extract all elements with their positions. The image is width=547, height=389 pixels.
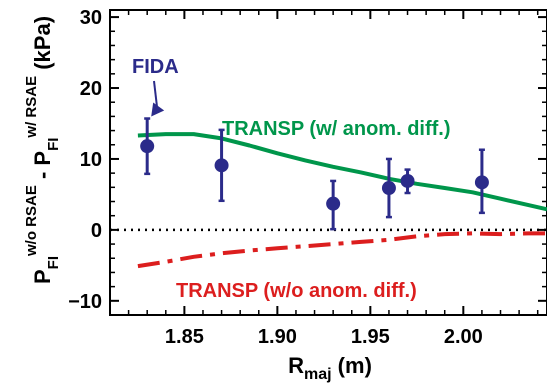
- y-tick-label: 0: [91, 220, 102, 242]
- data-point: [381, 181, 396, 196]
- data-point: [214, 158, 229, 173]
- transp-with-label: TRANSP (w/ anom. diff.): [222, 118, 451, 140]
- y-label-unit: (kPa): [30, 16, 55, 76]
- data-point: [326, 196, 341, 211]
- x-tick-label: 1.95: [351, 326, 390, 348]
- x-tick-label: 2.00: [444, 326, 483, 348]
- x-tick-label: 1.90: [258, 326, 297, 348]
- x-tick-label: 1.85: [165, 326, 204, 348]
- x-axis-label-unit: (m): [332, 353, 372, 378]
- y-label-p2-sub: FI: [45, 138, 62, 151]
- fida-arrow-line: [153, 80, 159, 109]
- x-axis-label-sub: maj: [304, 366, 332, 383]
- fida-arrow-head: [151, 102, 165, 117]
- y-label-p2: P: [30, 151, 55, 166]
- y-label-p1: P: [30, 269, 55, 284]
- y-label-p1-sub: FI: [45, 256, 62, 269]
- y-tick-label: −10: [68, 291, 102, 313]
- fida-label: FIDA: [132, 56, 179, 78]
- transp-without-label: TRANSP (w/o anom. diff.): [176, 280, 417, 302]
- series-line: [137, 231, 547, 269]
- data-point: [400, 173, 415, 188]
- y-label-p2-sup: w/ RSAE: [23, 76, 40, 139]
- y-axis-label: PFIw/o RSAE - PFIw/ RSAE (kPa): [23, 16, 62, 284]
- series-group: [137, 117, 547, 269]
- data-point: [474, 175, 489, 190]
- y-tick-label: 30: [80, 7, 102, 29]
- y-label-p1-sup: w/o RSAE: [23, 185, 40, 257]
- y-ticks: −10 0 10 20 30: [68, 7, 547, 316]
- y-tick-label: 10: [80, 149, 102, 171]
- x-ticks: 1.85 1.90 1.95 2.00: [127, 10, 539, 348]
- data-point: [140, 139, 155, 154]
- x-axis-label-main: R: [288, 353, 304, 378]
- x-axis-label: Rmaj (m): [288, 353, 372, 383]
- y-label-minus: -: [30, 166, 55, 186]
- annotations-group: FIDA TRANSP (w/ anom. diff.) TRANSP (w/o a…: [132, 56, 451, 302]
- plot-frame: [109, 9, 547, 316]
- y-tick-label: 20: [80, 78, 102, 100]
- series-line: [137, 132, 547, 212]
